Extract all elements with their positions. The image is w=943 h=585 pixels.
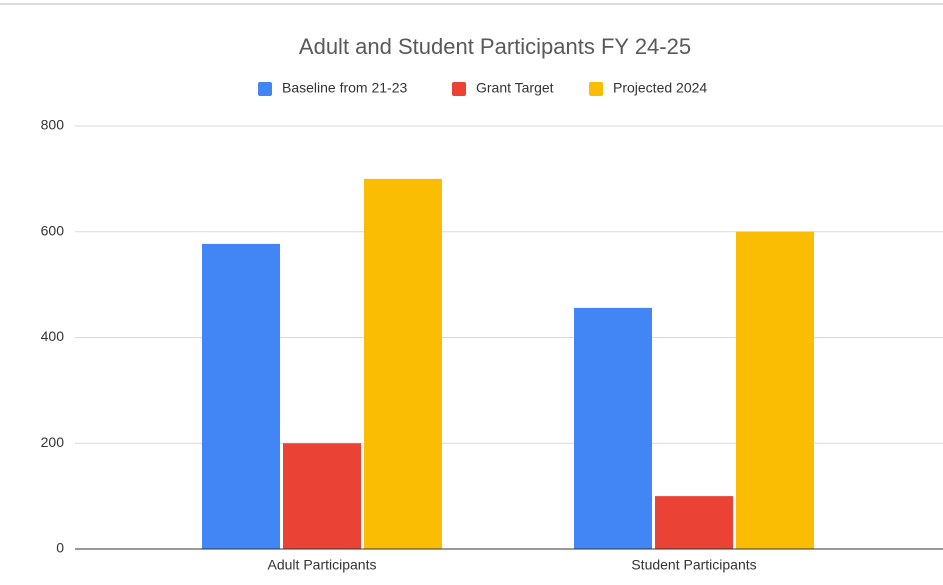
bar <box>283 443 361 549</box>
legend-label: Grant Target <box>476 80 554 96</box>
bar <box>574 307 652 549</box>
bar <box>736 231 814 549</box>
y-tick-label: 400 <box>41 328 65 344</box>
y-tick-label: 600 <box>41 222 65 238</box>
legend-swatch <box>452 82 466 96</box>
bar <box>655 496 733 549</box>
x-tick-label: Student Participants <box>631 557 756 573</box>
bar <box>202 243 280 549</box>
legend-label: Projected 2024 <box>613 80 707 96</box>
y-tick-label: 800 <box>41 117 65 133</box>
y-tick-label: 200 <box>41 434 65 450</box>
legend-swatch <box>258 82 272 96</box>
legend-swatch <box>589 82 603 96</box>
x-tick-label: Adult Participants <box>268 557 377 573</box>
bar <box>364 178 442 549</box>
chart-title: Adult and Student Participants FY 24-25 <box>299 34 691 59</box>
y-tick-label: 0 <box>56 540 64 556</box>
legend-label: Baseline from 21-23 <box>282 80 408 96</box>
